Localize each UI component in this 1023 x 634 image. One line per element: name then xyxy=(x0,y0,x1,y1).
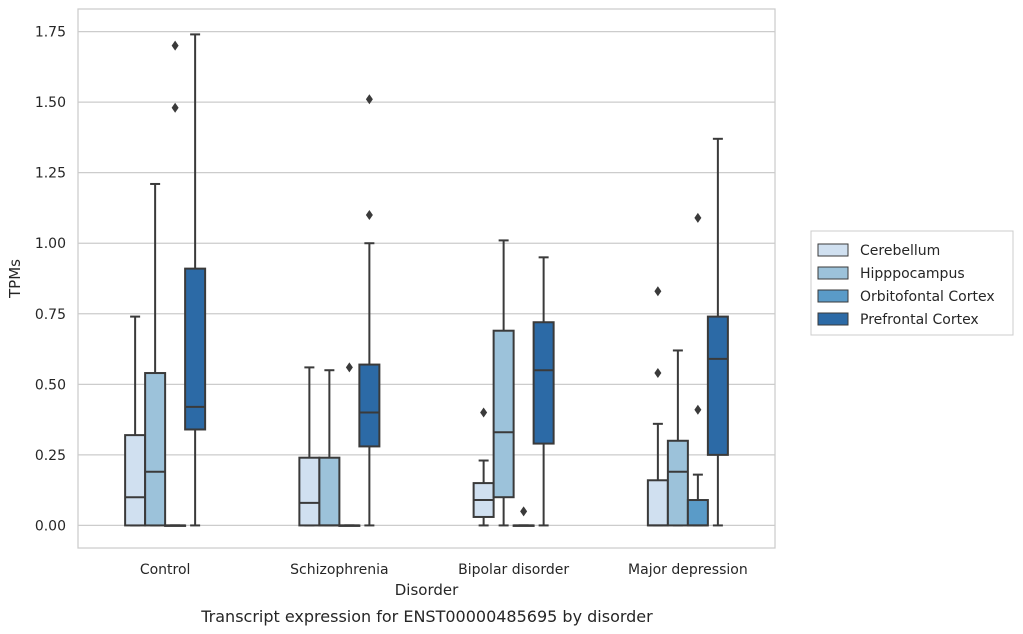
legend-swatch xyxy=(817,266,849,280)
box-2-3 xyxy=(686,212,709,527)
box-1-3 xyxy=(666,349,689,527)
y-tick-label: 0.25 xyxy=(35,448,66,464)
legend: Cerebellum Hipppocampus Orbitofontal Corte… xyxy=(810,230,1014,336)
plot-frame xyxy=(77,8,776,549)
box-1-1 xyxy=(318,369,341,527)
box-body xyxy=(666,439,689,527)
outlier-point xyxy=(520,506,528,517)
box-3-2 xyxy=(532,256,555,527)
box-body xyxy=(686,499,709,527)
y-tick-label: 0.50 xyxy=(35,377,66,393)
y-tick-label: 1.00 xyxy=(35,236,66,252)
legend-label: Hipppocampus xyxy=(860,266,965,282)
y-tick-label: 1.50 xyxy=(35,95,66,111)
outlier-point xyxy=(171,102,179,113)
box-3-1 xyxy=(358,94,381,527)
box-body xyxy=(124,434,147,527)
x-tick-label: Schizophrenia xyxy=(290,562,388,578)
outlier-point xyxy=(694,404,702,415)
y-tick-label: 1.75 xyxy=(35,25,66,41)
outlier-point xyxy=(365,210,373,221)
x-tick-label: Bipolar disorder xyxy=(458,562,569,578)
box-body xyxy=(144,372,167,527)
outlier-point xyxy=(654,368,662,379)
outlier-point xyxy=(345,362,353,373)
legend-swatch xyxy=(817,289,849,303)
legend-label: Prefrontal Cortex xyxy=(860,312,979,328)
box-3-0 xyxy=(184,33,207,527)
outlier-point xyxy=(365,94,373,105)
outlier-point xyxy=(171,40,179,51)
x-axis-title: Disorder xyxy=(395,581,459,599)
legend-swatch xyxy=(817,243,849,257)
box-1-2 xyxy=(492,239,515,527)
box-marks xyxy=(124,33,729,527)
x-tick-label: Control xyxy=(140,562,191,578)
box-3-3 xyxy=(706,137,729,527)
box-body xyxy=(318,456,341,527)
y-tick-label: 0.00 xyxy=(35,518,66,534)
box-1-0 xyxy=(144,182,167,527)
box-0-3 xyxy=(646,286,669,527)
box-body xyxy=(298,456,321,527)
box-body xyxy=(646,479,669,527)
x-axis-ticks: Control Schizophrenia Bipolar disorder Majo… xyxy=(140,562,748,578)
chart-caption: Transcript expression for ENST0000048569… xyxy=(200,607,653,626)
box-body xyxy=(532,321,555,445)
y-axis-title: TPMs xyxy=(6,259,24,299)
box-body xyxy=(492,329,515,499)
box-2-2 xyxy=(512,506,535,527)
y-tick-label: 0.75 xyxy=(35,307,66,323)
box-2-0 xyxy=(164,40,187,527)
legend-swatch xyxy=(817,312,849,326)
legend-label: Orbitofontal Cortex xyxy=(860,289,995,305)
box-body xyxy=(358,363,381,448)
box-body xyxy=(184,267,207,431)
x-tick-label: Major depression xyxy=(628,562,748,578)
box-0-0 xyxy=(124,315,147,527)
box-2-1 xyxy=(338,362,361,527)
outlier-point xyxy=(654,286,662,297)
y-tick-label: 1.25 xyxy=(35,166,66,182)
box-0-2 xyxy=(472,407,495,527)
legend-label: Cerebellum xyxy=(860,243,940,259)
box-body xyxy=(706,315,729,456)
box-0-1 xyxy=(298,366,321,527)
outlier-point xyxy=(480,407,488,418)
y-axis-ticks: 0.00 0.25 0.50 0.75 1.00 1.25 1.50 1.75 xyxy=(35,25,66,535)
outlier-point xyxy=(694,212,702,223)
